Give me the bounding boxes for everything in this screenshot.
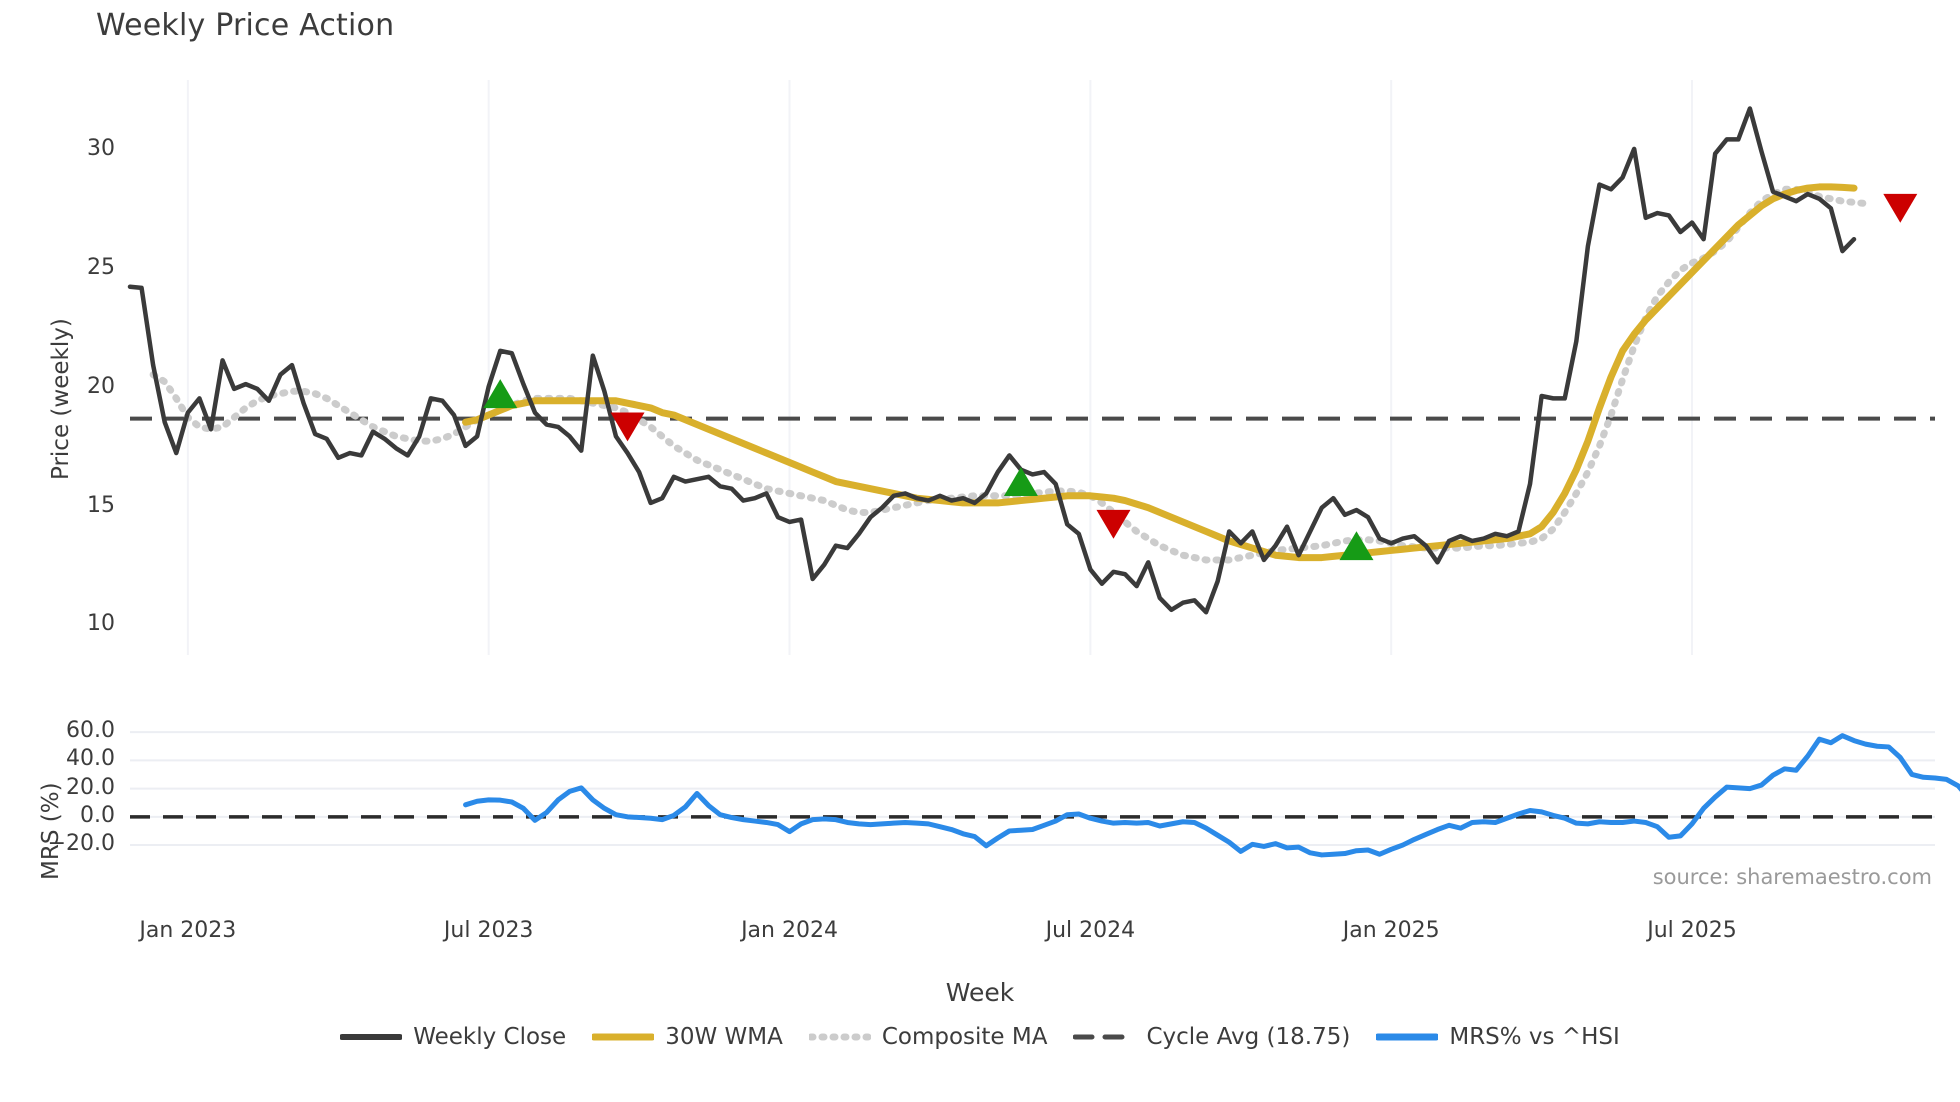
mrs-y-tick-1: 40.0 — [66, 746, 115, 772]
legend-label-1: 30W WMA — [665, 1024, 783, 1050]
weekly-close-line — [127, 106, 1857, 615]
legend-label-2: Composite MA — [881, 1024, 1048, 1050]
chart-legend: Weekly Close 30W WMA Composite MA Cycle Avg… — [0, 1024, 1960, 1050]
price-chart-svg — [127, 80, 1935, 655]
price-y-axis-title: Price (weekly) — [48, 318, 74, 480]
buy-marker-4 — [1339, 531, 1374, 561]
legend-item-0[interactable]: Weekly Close — [340, 1024, 566, 1050]
legend-item-1[interactable]: 30W WMA — [592, 1024, 783, 1050]
sell-marker-1 — [610, 412, 645, 442]
mrs-y-tick-2: 20.0 — [66, 774, 115, 800]
legend-swatch-0 — [340, 1034, 403, 1040]
wma-30w-line — [462, 183, 1858, 562]
legend-label-4: MRS% vs ^HSI — [1449, 1024, 1620, 1050]
x-axis-title: Week — [945, 978, 1015, 1007]
x-tick-3: Jul 2024 — [1045, 918, 1136, 943]
mrs-line — [463, 733, 1960, 858]
legend-item-2[interactable]: Composite MA — [808, 1024, 1048, 1050]
legend-label-0: Weekly Close — [413, 1024, 567, 1050]
buy-marker-0 — [483, 379, 518, 409]
sell-marker-3 — [1096, 509, 1131, 539]
mrs-y-tick-0: 60.0 — [66, 718, 115, 744]
x-tick-1: Jul 2023 — [443, 918, 534, 943]
buy-marker-2 — [1003, 467, 1038, 496]
legend-label-3: Cycle Avg (18.75) — [1146, 1024, 1351, 1050]
price-y-tick-1: 25 — [87, 255, 115, 281]
legend-item-3[interactable]: Cycle Avg (18.75) — [1073, 1024, 1350, 1050]
mrs-y-tick-3: 0.0 — [80, 802, 115, 828]
price-panel — [127, 80, 1935, 655]
legend-item-4[interactable]: MRS% vs ^HSI — [1376, 1024, 1620, 1050]
page-title: Weekly Price Action — [96, 8, 395, 43]
mrs-y-tick-4: −20.0 — [47, 831, 115, 857]
price-y-tick-3: 15 — [87, 492, 115, 518]
mrs-chart-svg — [130, 731, 1960, 858]
legend-swatch-4 — [1376, 1033, 1439, 1041]
mrs-panel — [0, 690, 1960, 890]
source-watermark: source: sharemaestro.com — [1652, 865, 1932, 889]
x-tick-5: Jul 2025 — [1647, 918, 1737, 943]
legend-swatch-3 — [1073, 1034, 1136, 1040]
price-y-tick-4: 10 — [87, 611, 115, 637]
legend-swatch-2 — [808, 1033, 871, 1041]
sell-marker-5 — [1883, 193, 1918, 223]
x-tick-2: Jan 2024 — [741, 918, 838, 943]
price-y-tick-2: 20 — [87, 373, 115, 399]
price-y-tick-0: 30 — [87, 136, 115, 162]
legend-swatch-1 — [592, 1033, 655, 1041]
x-tick-4: Jan 2025 — [1342, 918, 1440, 943]
x-tick-0: Jan 2023 — [139, 918, 237, 943]
